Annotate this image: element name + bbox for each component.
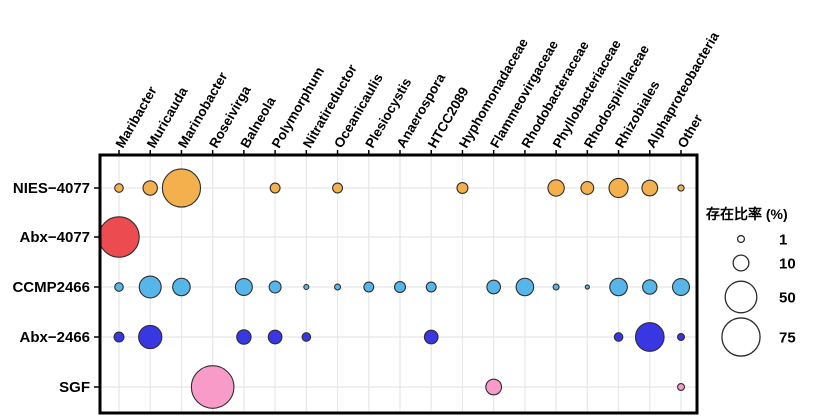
bubble-CCMP2466-Rhodospirillaceae <box>584 284 590 290</box>
legend-size-label-1: 1 <box>779 232 787 249</box>
legend-title: 存在比率 (%) <box>706 206 788 222</box>
bubble-SGF-Other <box>677 383 685 391</box>
legend-size-circle-1 <box>736 234 746 244</box>
bubble-NIES−4077-Rhodospirillaceae <box>580 181 595 195</box>
legend-size-label-50: 50 <box>779 290 796 307</box>
bubble-CCMP2466-Nitratireductor <box>303 283 310 291</box>
bubble-CCMP2466-Plesiocystis <box>363 281 375 293</box>
bubble-CCMP2466-Phyllobacteriaceae <box>552 283 560 291</box>
bubble-CCMP2466-Rhodobacteraceae <box>515 277 535 297</box>
bubble-CCMP2466-Polymorphum <box>268 280 282 294</box>
bubble-SGF-Roseivirga <box>190 365 235 409</box>
bubble-SGF-Flammeovirgaceae <box>485 378 503 396</box>
bubble-CCMP2466-Oceanicaulis <box>334 283 342 291</box>
bubble-CCMP2466-Marinobacter <box>172 277 191 297</box>
bubble-Abx−2466-Rhizobiales <box>613 332 624 342</box>
legend-size-circle-50 <box>724 280 758 314</box>
bubble-NIES−4077-Muricauda <box>142 180 158 196</box>
legend-size-label-10: 10 <box>779 256 796 273</box>
legend-size-label-75: 75 <box>779 330 796 347</box>
row-label-NIES−4077: NIES−4077 <box>13 180 90 197</box>
bubble-CCMP2466-Maribacter <box>114 282 124 292</box>
bubble-Abx−2466-Maribacter <box>113 331 125 343</box>
bubble-Abx−2466-Muricauda <box>138 324 163 350</box>
bubble-NIES−4077-Polymorphum <box>269 182 281 194</box>
bubble-CCMP2466-Anaerospora <box>393 280 407 294</box>
bubble-NIES−4077-Alphaproteobacteria <box>641 179 659 197</box>
bubble-CCMP2466-Flammeovirgaceae <box>486 279 502 295</box>
bubble-CCMP2466-HTCC2089 <box>425 281 437 293</box>
bubble-Abx−2466-Balneola <box>236 329 252 345</box>
bubble-Abx−4077-Maribacter <box>98 216 140 258</box>
bubble-NIES−4077-Other <box>677 184 685 192</box>
bubble-CCMP2466-Rhizobiales <box>609 277 628 297</box>
bubble-CCMP2466-Muricauda <box>138 275 162 299</box>
legend-size-circle-10 <box>732 254 750 272</box>
bubble-Abx−2466-Nitratireductor <box>301 332 312 342</box>
bubble-NIES−4077-Maribacter <box>114 183 124 193</box>
bubble-NIES−4077-Marinobacter <box>161 168 202 208</box>
column-label-Other: Other <box>675 111 706 150</box>
plot-border <box>98 153 699 415</box>
bubble-NIES−4077-Phyllobacteriaceae <box>547 179 565 197</box>
row-label-Abx−2466: Abx−2466 <box>20 329 90 346</box>
bubble-NIES−4077-Rhizobiales <box>608 177 629 199</box>
row-label-Abx−4077: Abx−4077 <box>20 229 90 246</box>
bubble-NIES−4077-Oceanicaulis <box>332 182 344 194</box>
row-label-CCMP2466: CCMP2466 <box>12 279 90 296</box>
bubble-CCMP2466-Alphaproteobacteria <box>642 279 658 295</box>
bubble-Abx−2466-Alphaproteobacteria <box>634 322 665 352</box>
bubble-Abx−2466-HTCC2089 <box>423 329 439 345</box>
row-label-SGF: SGF <box>59 379 90 396</box>
bubble-Abx−2466-Other <box>677 333 685 341</box>
bubble-Abx−2466-Polymorphum <box>267 329 283 345</box>
legend-size-circle-75 <box>721 317 761 357</box>
bubble-NIES−4077-Hyphomonadaceae <box>456 181 469 195</box>
bubble-CCMP2466-Balneola <box>234 277 253 297</box>
bubble-CCMP2466-Other <box>671 277 691 297</box>
